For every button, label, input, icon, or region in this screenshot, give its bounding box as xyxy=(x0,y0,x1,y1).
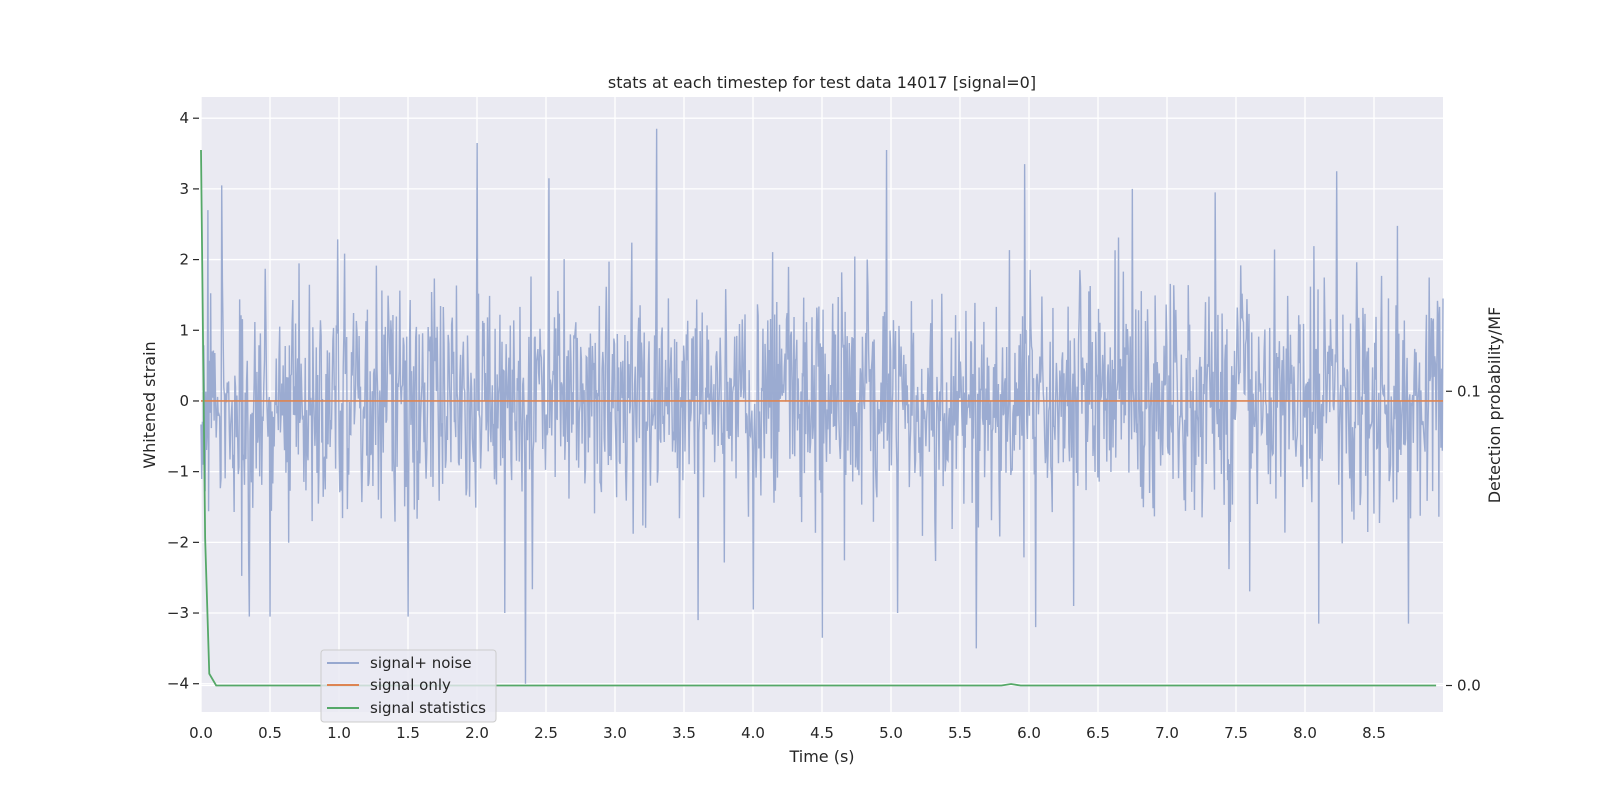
x-tick-label: 6.5 xyxy=(1086,724,1110,742)
x-tick-label: 8.0 xyxy=(1293,724,1317,742)
legend-label-signal-only: signal only xyxy=(370,676,451,694)
x-axis-label: Time (s) xyxy=(788,747,854,766)
legend-label-signal-noise: signal+ noise xyxy=(370,654,472,672)
x-tick-label: 5.0 xyxy=(879,724,903,742)
x-tick-label: 8.5 xyxy=(1362,724,1386,742)
y-tick-label: 0 xyxy=(179,392,189,410)
tick-layer: 0.0 0.5 1.0 1.5 2.0 2.5 3.0 3.5 4.0 4.5 5.0 5.5 6.0 6… xyxy=(167,109,1481,742)
y-tick-label: −2 xyxy=(167,533,189,551)
legend-box xyxy=(320,649,497,723)
y-tick-label: 3 xyxy=(179,180,189,198)
y-tick-label: −3 xyxy=(167,604,189,622)
x-tick-label: 7.0 xyxy=(1155,724,1179,742)
y-tick-label: −1 xyxy=(167,463,189,481)
chart-title: stats at each timestep for test data 140… xyxy=(608,73,1036,92)
y-axis-label: Whitened strain xyxy=(140,341,159,468)
legend-label-signal-statistics: signal statistics xyxy=(370,699,486,717)
x-tick-label: 4.0 xyxy=(741,724,765,742)
x-tick-label: 0.5 xyxy=(258,724,282,742)
x-tick-label: 4.5 xyxy=(810,724,834,742)
x-tick-label: 3.0 xyxy=(603,724,627,742)
series-signal-noise-line xyxy=(200,128,1444,684)
legend: signal+ noise signal only signal statist… xyxy=(320,649,497,723)
x-tick-label: 1.5 xyxy=(396,724,420,742)
x-tick-label: 7.5 xyxy=(1224,724,1248,742)
x-tick-label: 5.5 xyxy=(948,724,972,742)
x-tick-label: 2.0 xyxy=(465,724,489,742)
x-tick-label: 3.5 xyxy=(672,724,696,742)
x-tick-label: 0.0 xyxy=(189,724,213,742)
y-right-tick-label: 0.1 xyxy=(1457,382,1481,400)
x-tick-label: 1.0 xyxy=(327,724,351,742)
y-axis-right-label: Detection probability/MF xyxy=(1485,307,1504,504)
x-tick-label: 2.5 xyxy=(534,724,558,742)
y-right-tick-label: 0.0 xyxy=(1457,677,1481,695)
y-tick-label: 4 xyxy=(179,109,189,127)
y-tick-label: 2 xyxy=(179,251,189,269)
x-tick-label: 6.0 xyxy=(1017,724,1041,742)
y-tick-label: −4 xyxy=(167,675,189,693)
y-tick-label: 1 xyxy=(179,321,189,339)
